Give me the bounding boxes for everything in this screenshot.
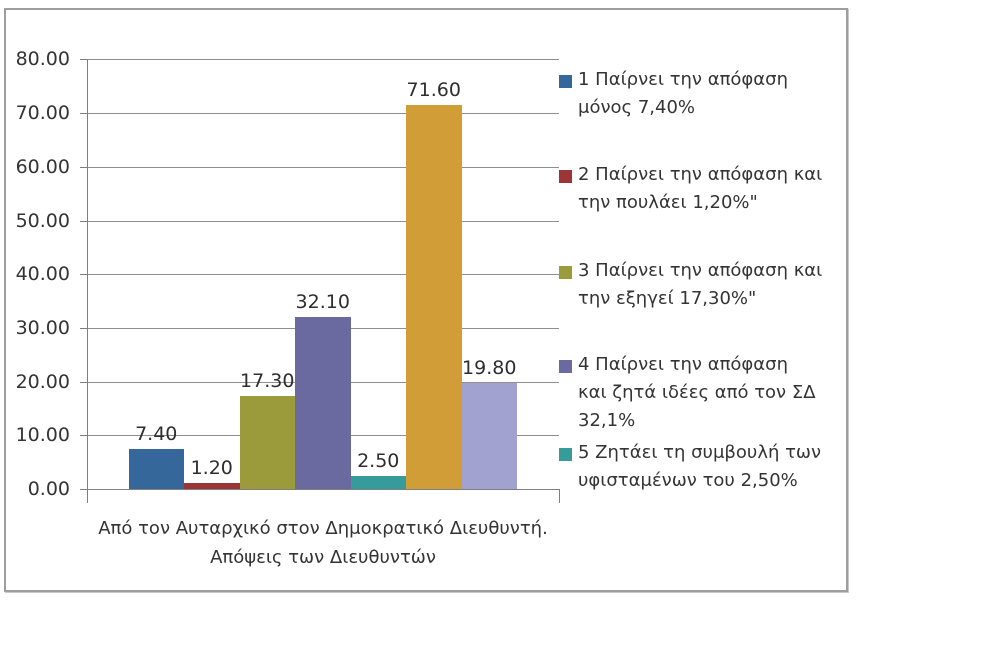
gridline	[87, 113, 559, 115]
legend-color-swatch	[559, 170, 572, 183]
legend-entry-label: 1 Παίρνει την απόφαση μόνος 7,40%	[578, 69, 788, 118]
x-axis-title: Από τον Αυταρχικό στον Δημοκρατικό Διευθ…	[98, 518, 548, 568]
bar-value-label: 1.20	[190, 456, 233, 479]
y-axis-tick	[80, 435, 87, 437]
bar-series-1	[128, 449, 184, 489]
y-axis-tick-label: 50.00	[15, 209, 70, 232]
gridline	[87, 274, 559, 276]
legend-color-swatch	[559, 360, 572, 373]
bar-series-3	[239, 396, 295, 489]
legend-entry-label: 2 Παίρνει την απόφαση και την πουλάει 1,…	[578, 164, 823, 213]
y-axis-tick-label: 0.00	[27, 478, 70, 500]
legend-color-swatch	[559, 448, 572, 461]
bar-value-label: 2.50	[357, 449, 400, 472]
legend-entry-label: 4 Παίρνει την απόφαση και ζητά ιδέες από…	[578, 354, 816, 431]
bar-series-6	[406, 104, 462, 489]
y-axis-tick-label: 40.00	[15, 263, 70, 286]
bar-value-label: 71.60	[406, 78, 461, 101]
bar-value-label: 7.40	[135, 423, 178, 446]
gridline	[87, 220, 559, 222]
x-axis-end-tick	[559, 489, 560, 503]
legend-entry-label: 5 Ζητάει τη συμβουλή των υφισταμένων του…	[578, 442, 822, 491]
plot-area: 80.00 70.00 60.00 50.00 40.00 30.00 20.00 10.00…	[2, 2, 846, 586]
x-axis-line	[87, 489, 559, 490]
y-axis-tick-label: 10.00	[15, 424, 70, 447]
chart-border: 80.00 70.00 60.00 50.00 40.00 30.00 20.00 10.00…	[4, 8, 848, 592]
y-axis-tick-label: 20.00	[15, 370, 70, 393]
bar-series-4	[295, 316, 351, 489]
y-axis-tick-label: 60.00	[15, 155, 70, 178]
y-axis-tick-label: 30.00	[15, 316, 70, 339]
chart-legend: 1 Παίρνει την απόφαση μόνος 7,40% 2 Παίρν…	[559, 2, 851, 594]
y-axis-tick-label: 80.00	[15, 48, 70, 71]
bar-series-5	[350, 475, 406, 489]
legend-entry-label: 3 Παίρνει την απόφαση και την εξηγεί 17,…	[578, 260, 823, 309]
y-axis-line	[87, 59, 88, 503]
y-axis-tick	[80, 489, 87, 490]
y-axis-tick	[80, 274, 87, 276]
y-axis-tick	[80, 381, 87, 383]
y-axis-tick-label: 70.00	[15, 102, 70, 125]
bar-value-label: 19.80	[462, 356, 517, 379]
y-axis-tick	[80, 220, 87, 222]
bar-value-label: 32.10	[295, 290, 350, 313]
y-axis-tick	[80, 59, 87, 61]
y-axis-tick	[80, 166, 87, 168]
gridline	[87, 59, 559, 61]
gridline	[87, 166, 559, 168]
bar-value-label: 17.30	[240, 370, 295, 393]
legend-color-swatch	[559, 266, 572, 279]
y-axis-tick	[80, 327, 87, 329]
bar-series-2	[184, 482, 240, 489]
legend-color-swatch	[559, 75, 572, 88]
bar-series-7	[461, 382, 517, 489]
y-axis-tick	[80, 113, 87, 115]
